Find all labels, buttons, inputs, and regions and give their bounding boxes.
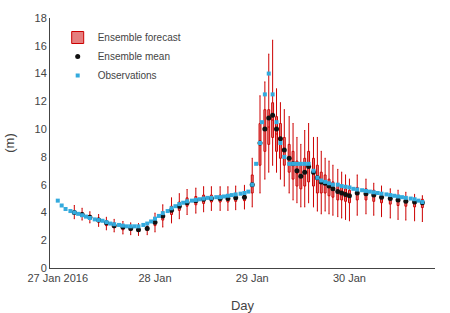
svg-text:Ensemble mean: Ensemble mean (98, 51, 170, 62)
svg-text:2: 2 (41, 234, 47, 246)
svg-text:16: 16 (35, 40, 47, 52)
svg-text:27 Jan 2016: 27 Jan 2016 (27, 272, 88, 284)
svg-text:(m): (m) (2, 133, 17, 153)
svg-text:Observations: Observations (98, 70, 157, 81)
svg-text:4: 4 (41, 206, 47, 218)
svg-text:10: 10 (35, 123, 47, 135)
svg-text:0: 0 (41, 262, 47, 274)
svg-text:29 Jan: 29 Jan (236, 272, 269, 284)
svg-text:30 Jan: 30 Jan (333, 272, 366, 284)
svg-text:Day: Day (231, 298, 255, 313)
svg-text:Ensemble forecast: Ensemble forecast (98, 32, 181, 43)
svg-text:12: 12 (35, 95, 47, 107)
svg-text:6: 6 (41, 179, 47, 191)
svg-text:8: 8 (41, 151, 47, 163)
svg-text:14: 14 (35, 67, 47, 79)
svg-text:18: 18 (35, 12, 47, 24)
svg-text:28 Jan: 28 Jan (138, 272, 171, 284)
